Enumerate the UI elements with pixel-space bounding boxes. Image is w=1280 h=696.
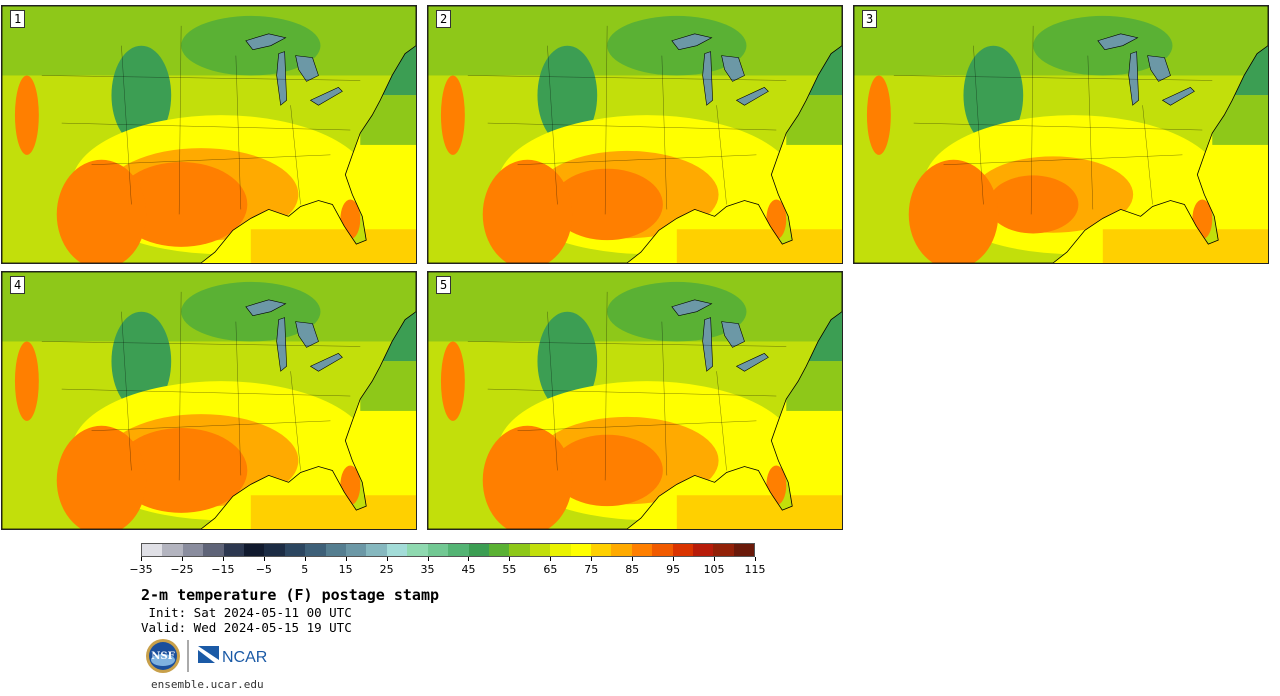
map-panel-3: 3 xyxy=(853,5,1269,264)
colorbar-segment xyxy=(733,544,755,556)
svg-text:NCAR: NCAR xyxy=(222,649,267,666)
colorbar-segment xyxy=(284,544,306,556)
colorbar-tick-label: 15 xyxy=(338,563,353,576)
map-panel-2: 2 xyxy=(427,5,843,264)
colorbar-tick xyxy=(632,557,634,561)
svg-text:NSF: NSF xyxy=(151,651,174,662)
colorbar-tick xyxy=(673,557,675,561)
colorbar-tick-label: 45 xyxy=(461,563,476,576)
colorbar-segment xyxy=(570,544,591,556)
temperature-map xyxy=(854,6,1268,263)
colorbar-segment xyxy=(305,544,326,556)
colorbar-tick xyxy=(141,557,142,561)
colorbar-segment xyxy=(325,544,347,556)
temperature-map xyxy=(428,272,842,529)
colorbar-tick-label: 25 xyxy=(379,563,394,576)
init-time: Init: Sat 2024-05-11 00 UTC xyxy=(141,605,352,620)
temperature-map xyxy=(2,272,416,529)
colorbar-segment xyxy=(162,544,183,556)
colorbar-segment xyxy=(346,544,367,556)
colorbar-segment xyxy=(529,544,551,556)
colorbar-segment xyxy=(386,544,408,556)
colorbar-segment xyxy=(468,544,489,556)
ncar-logo-icon: NCAR xyxy=(198,646,267,666)
panel-number: 2 xyxy=(436,10,452,28)
colorbar-segment xyxy=(264,544,285,556)
temperature-map xyxy=(2,6,416,263)
colorbar-segment xyxy=(692,544,714,556)
panel-number: 1 xyxy=(10,10,26,28)
colorbar-tick xyxy=(386,557,388,561)
colorbar-tick xyxy=(550,557,552,561)
colorbar-segment xyxy=(672,544,693,556)
colorbar-segment xyxy=(407,544,428,556)
colorbar-tick-label: 105 xyxy=(703,563,725,576)
colorbar-tick-label: 5 xyxy=(301,563,309,576)
colorbar-segment xyxy=(203,544,224,556)
colorbar-tick-label: −5 xyxy=(255,563,272,576)
colorbar-tick xyxy=(468,557,470,561)
colorbar-tick-label: 95 xyxy=(666,563,681,576)
colorbar-tick xyxy=(181,557,183,561)
colorbar-tick-label: 65 xyxy=(543,563,558,576)
colorbar-segment xyxy=(244,544,265,556)
colorbar-segment xyxy=(611,544,632,556)
credit-url: ensemble.ucar.edu xyxy=(151,678,264,691)
colorbar-segment xyxy=(448,544,469,556)
map-panel-1: 1 xyxy=(1,5,417,264)
colorbar-tick-label: −15 xyxy=(211,563,235,576)
colorbar-tick-label: 55 xyxy=(502,563,517,576)
colorbar-tick xyxy=(345,557,347,561)
colorbar-tick xyxy=(222,557,224,561)
colorbar-ticks: −35 −25 −15 −5 5 15 25 35 45 55 65 75 85 95 105 115 xyxy=(129,557,766,581)
colorbar-tick-label: 75 xyxy=(584,563,599,576)
colorbar-segment xyxy=(590,544,612,556)
logos: NSF NCAR xyxy=(145,638,285,674)
colorbar-tick-label: −35 xyxy=(129,563,153,576)
colorbar-tick xyxy=(509,557,511,561)
colorbar-segment xyxy=(652,544,673,556)
panel-number: 4 xyxy=(10,276,26,294)
colorbar-tick-label: −25 xyxy=(170,563,194,576)
colorbar-segment xyxy=(182,544,204,556)
colorbar-segment xyxy=(488,544,510,556)
colorbar-segment xyxy=(142,544,163,556)
colorbar-tick xyxy=(427,557,429,561)
colorbar-segment xyxy=(366,544,387,556)
colorbar-tick xyxy=(304,557,306,561)
map-panel-5: 5 xyxy=(427,271,843,530)
temperature-map xyxy=(428,6,842,263)
colorbar-segment xyxy=(223,544,245,556)
panel-number: 5 xyxy=(436,276,452,294)
colorbar-tick xyxy=(755,557,756,561)
colorbar-tick xyxy=(263,557,265,561)
colorbar-segment xyxy=(427,544,449,556)
valid-time: Valid: Wed 2024-05-15 19 UTC xyxy=(141,620,352,635)
colorbar-segment xyxy=(631,544,653,556)
colorbar-tick-label: 85 xyxy=(625,563,640,576)
colorbar xyxy=(141,543,755,557)
colorbar-tick xyxy=(714,557,716,561)
colorbar-segment xyxy=(713,544,734,556)
colorbar-segment xyxy=(550,544,571,556)
colorbar-tick xyxy=(591,557,593,561)
nsf-logo-icon: NSF xyxy=(146,639,180,673)
map-panel-4: 4 xyxy=(1,271,417,530)
colorbar-tick-label: 35 xyxy=(420,563,435,576)
colorbar-segment xyxy=(509,544,530,556)
figure-title: 2-m temperature (F) postage stamp xyxy=(141,586,440,604)
panel-number: 3 xyxy=(862,10,878,28)
colorbar-tick-label: 115 xyxy=(744,563,766,576)
